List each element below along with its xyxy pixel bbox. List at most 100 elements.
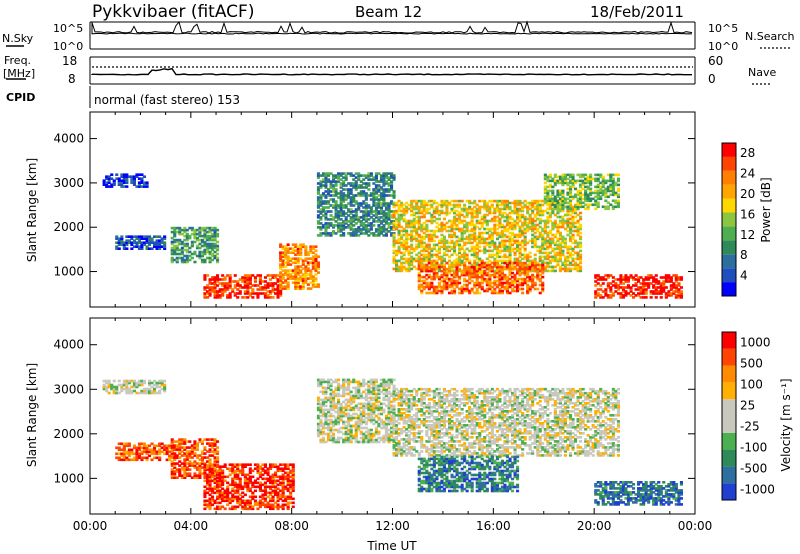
power-cell	[170, 240, 174, 244]
power-cell	[596, 185, 600, 189]
power-cell	[455, 235, 459, 239]
power-cell	[606, 185, 610, 189]
power-cell	[364, 226, 368, 229]
power-cell	[473, 265, 477, 269]
power-cell	[374, 188, 378, 191]
power-cell	[306, 287, 310, 290]
power-cell	[442, 251, 446, 255]
power-cell	[548, 205, 552, 209]
power-cell	[304, 249, 308, 252]
velocity-cell	[170, 444, 174, 447]
power-cell	[208, 258, 212, 262]
power-cell	[392, 213, 396, 217]
power-cell	[558, 179, 562, 183]
velocity-cell	[180, 476, 184, 479]
power-cell	[246, 290, 250, 293]
power-cell	[448, 229, 452, 233]
power-cell	[188, 258, 192, 262]
power-cell	[241, 286, 245, 289]
power-cell	[231, 280, 235, 283]
power-cell	[382, 184, 386, 187]
velocity-cell	[188, 472, 192, 475]
power-cell	[427, 273, 431, 277]
power-cell	[332, 226, 336, 229]
power-cell	[609, 179, 613, 183]
velocity-cell	[200, 456, 204, 459]
power-cell	[125, 175, 129, 178]
power-cell	[384, 222, 388, 225]
power-cell	[533, 213, 537, 217]
power-cell	[354, 222, 358, 225]
power-cell	[405, 235, 409, 239]
power-cell	[213, 230, 217, 234]
power-cell	[430, 239, 434, 243]
power-cell	[311, 261, 315, 264]
power-cell	[518, 283, 522, 287]
power-cell	[495, 279, 499, 283]
power-cell	[198, 254, 202, 258]
power-cell	[516, 279, 520, 283]
power-cell	[274, 282, 278, 285]
power-cell	[327, 234, 331, 237]
power-cell	[395, 263, 399, 267]
power-cell	[538, 209, 542, 213]
velocity-cell	[178, 474, 182, 477]
power-cell	[198, 242, 202, 246]
velocity-cell	[130, 448, 134, 452]
power-cell	[591, 177, 595, 181]
power-cell	[611, 177, 615, 181]
power-cell	[558, 201, 562, 205]
power-cell	[415, 237, 419, 241]
power-cell	[480, 271, 484, 275]
power-cell	[387, 176, 391, 179]
power-cell	[563, 221, 567, 225]
power-cell	[281, 247, 285, 250]
power-cell	[208, 230, 212, 234]
power-cell	[465, 209, 469, 213]
velocity-cell	[218, 489, 222, 493]
velocity-cell	[185, 450, 189, 453]
power-cell	[122, 185, 126, 188]
power-cell	[480, 221, 484, 225]
power-cell	[377, 216, 381, 219]
power-cell	[571, 181, 575, 185]
power-cell	[445, 207, 449, 211]
power-cell	[649, 296, 653, 299]
velocity-cell	[193, 454, 197, 457]
power-cell	[493, 289, 497, 293]
power-cell	[569, 261, 573, 265]
power-cell	[337, 212, 341, 215]
power-cell	[200, 250, 204, 254]
velocity-cell	[135, 454, 139, 458]
power-cell	[448, 269, 452, 273]
power-cell	[127, 235, 131, 238]
power-cell	[319, 184, 323, 187]
power-cell	[206, 250, 210, 254]
velocity-cell	[198, 454, 202, 457]
power-cell	[417, 245, 421, 249]
power-cell	[637, 276, 641, 279]
power-cell	[475, 289, 479, 293]
power-cell	[203, 232, 207, 236]
power-cell	[281, 265, 285, 268]
power-cell	[558, 267, 562, 271]
power-cell	[203, 234, 207, 238]
power-cell	[206, 296, 210, 299]
power-cell	[279, 279, 283, 282]
power-cell	[349, 184, 353, 187]
power-cell	[521, 205, 525, 209]
power-cell	[589, 183, 593, 187]
power-cell	[523, 227, 527, 231]
power-cell	[130, 179, 134, 182]
power-cell	[458, 257, 462, 261]
power-cell	[392, 210, 396, 213]
velocity-cell	[185, 472, 189, 475]
velocity-cell	[127, 442, 131, 446]
power-cell	[344, 206, 348, 209]
power-cell	[231, 288, 235, 291]
power-cell	[213, 232, 217, 236]
velocity-cell	[216, 465, 220, 468]
power-cell	[417, 275, 421, 279]
power-cell	[238, 286, 242, 289]
power-cell	[422, 255, 426, 259]
